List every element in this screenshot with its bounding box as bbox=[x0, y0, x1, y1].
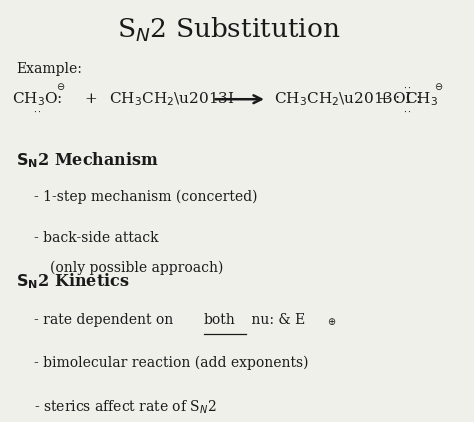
Text: - back-side attack: - back-side attack bbox=[35, 230, 159, 245]
Text: CH$_3$CH$_2$\u2013I: CH$_3$CH$_2$\u2013I bbox=[109, 90, 235, 108]
Text: $\oplus$: $\oplus$ bbox=[327, 316, 336, 327]
Text: both: both bbox=[204, 313, 236, 327]
Text: : I :: : I : bbox=[395, 92, 422, 106]
Text: $\cdot\cdot$: $\cdot\cdot$ bbox=[403, 82, 412, 92]
Text: nu: & E: nu: & E bbox=[246, 313, 305, 327]
Text: - bimolecular reaction (add exponents): - bimolecular reaction (add exponents) bbox=[35, 356, 309, 370]
Text: $\cdot\cdot$: $\cdot\cdot$ bbox=[34, 107, 42, 116]
Text: +: + bbox=[84, 92, 97, 106]
Text: - rate dependent on: - rate dependent on bbox=[35, 313, 178, 327]
Text: S$_N$2 Substitution: S$_N$2 Substitution bbox=[117, 15, 340, 43]
Text: (only possible approach): (only possible approach) bbox=[50, 260, 224, 275]
Text: CH$_3$CH$_2$\u2013OCH$_3$: CH$_3$CH$_2$\u2013OCH$_3$ bbox=[273, 90, 438, 108]
Text: $\cdot\cdot$: $\cdot\cdot$ bbox=[403, 107, 412, 116]
Text: $\ominus$: $\ominus$ bbox=[55, 81, 65, 92]
Text: $\mathbf{S_N}$2 Kinetics: $\mathbf{S_N}$2 Kinetics bbox=[16, 272, 130, 291]
Text: - sterics affect rate of S$_N$2: - sterics affect rate of S$_N$2 bbox=[35, 399, 217, 416]
Text: CH$_3$O:: CH$_3$O: bbox=[12, 90, 62, 108]
Text: - 1-step mechanism (concerted): - 1-step mechanism (concerted) bbox=[35, 189, 258, 204]
Text: $\ominus$: $\ominus$ bbox=[434, 81, 443, 92]
Text: Example:: Example: bbox=[16, 62, 82, 76]
Text: +: + bbox=[378, 92, 391, 106]
Text: $\mathbf{S_N}$2 Mechanism: $\mathbf{S_N}$2 Mechanism bbox=[16, 151, 159, 170]
